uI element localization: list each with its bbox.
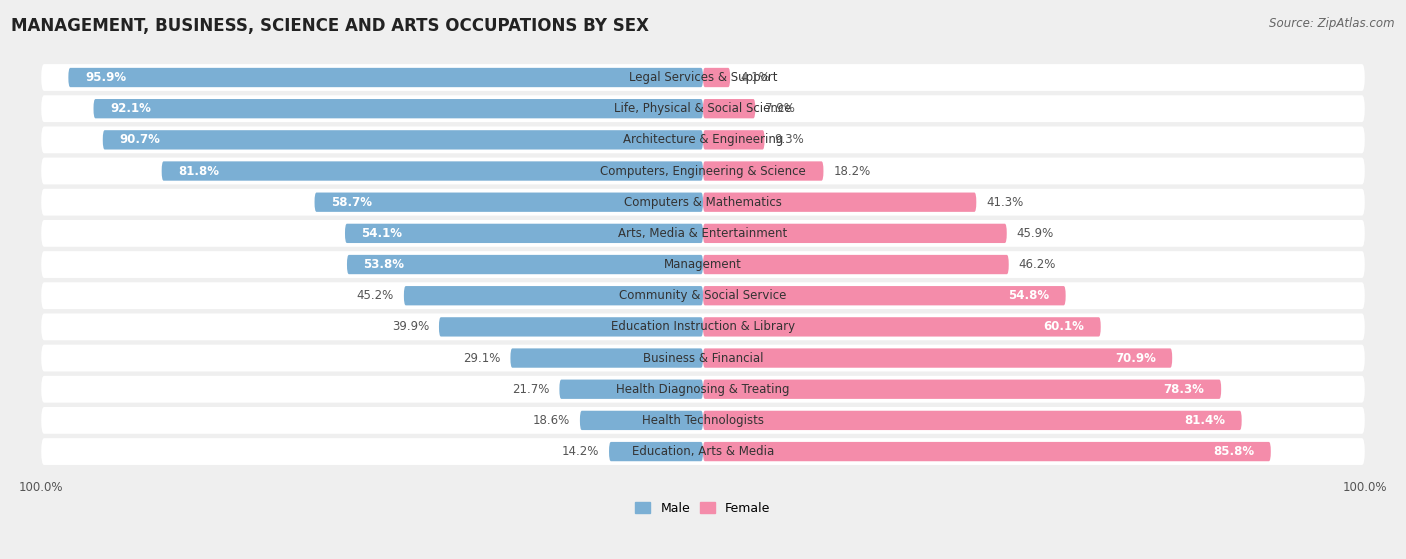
FancyBboxPatch shape bbox=[103, 130, 703, 149]
FancyBboxPatch shape bbox=[703, 442, 1271, 461]
Text: 9.3%: 9.3% bbox=[775, 134, 804, 146]
Text: Computers & Mathematics: Computers & Mathematics bbox=[624, 196, 782, 209]
FancyBboxPatch shape bbox=[347, 255, 703, 274]
Text: 85.8%: 85.8% bbox=[1213, 445, 1254, 458]
FancyBboxPatch shape bbox=[41, 220, 1365, 247]
Text: 18.6%: 18.6% bbox=[533, 414, 569, 427]
FancyBboxPatch shape bbox=[69, 68, 703, 87]
Text: 4.1%: 4.1% bbox=[740, 71, 770, 84]
FancyBboxPatch shape bbox=[703, 317, 1101, 337]
FancyBboxPatch shape bbox=[703, 68, 730, 87]
FancyBboxPatch shape bbox=[703, 130, 765, 149]
Text: 81.8%: 81.8% bbox=[179, 164, 219, 178]
Text: 29.1%: 29.1% bbox=[463, 352, 501, 364]
FancyBboxPatch shape bbox=[94, 99, 703, 119]
FancyBboxPatch shape bbox=[41, 314, 1365, 340]
FancyBboxPatch shape bbox=[703, 380, 1222, 399]
FancyBboxPatch shape bbox=[41, 126, 1365, 153]
Text: Computers, Engineering & Science: Computers, Engineering & Science bbox=[600, 164, 806, 178]
Text: 58.7%: 58.7% bbox=[330, 196, 373, 209]
FancyBboxPatch shape bbox=[703, 224, 1007, 243]
FancyBboxPatch shape bbox=[560, 380, 703, 399]
FancyBboxPatch shape bbox=[41, 282, 1365, 309]
Text: 54.8%: 54.8% bbox=[1008, 289, 1049, 302]
FancyBboxPatch shape bbox=[439, 317, 703, 337]
Text: Source: ZipAtlas.com: Source: ZipAtlas.com bbox=[1270, 17, 1395, 30]
Text: 53.8%: 53.8% bbox=[364, 258, 405, 271]
Text: Management: Management bbox=[664, 258, 742, 271]
Text: Arts, Media & Entertainment: Arts, Media & Entertainment bbox=[619, 227, 787, 240]
FancyBboxPatch shape bbox=[404, 286, 703, 305]
FancyBboxPatch shape bbox=[579, 411, 703, 430]
Text: Legal Services & Support: Legal Services & Support bbox=[628, 71, 778, 84]
Text: 81.4%: 81.4% bbox=[1184, 414, 1225, 427]
Text: 92.1%: 92.1% bbox=[110, 102, 150, 115]
Text: 54.1%: 54.1% bbox=[361, 227, 402, 240]
FancyBboxPatch shape bbox=[703, 255, 1008, 274]
Text: 21.7%: 21.7% bbox=[512, 383, 550, 396]
FancyBboxPatch shape bbox=[41, 64, 1365, 91]
FancyBboxPatch shape bbox=[41, 251, 1365, 278]
FancyBboxPatch shape bbox=[41, 158, 1365, 184]
FancyBboxPatch shape bbox=[510, 348, 703, 368]
FancyBboxPatch shape bbox=[315, 192, 703, 212]
Text: MANAGEMENT, BUSINESS, SCIENCE AND ARTS OCCUPATIONS BY SEX: MANAGEMENT, BUSINESS, SCIENCE AND ARTS O… bbox=[11, 17, 650, 35]
FancyBboxPatch shape bbox=[703, 348, 1173, 368]
FancyBboxPatch shape bbox=[41, 438, 1365, 465]
Text: Education Instruction & Library: Education Instruction & Library bbox=[612, 320, 794, 333]
FancyBboxPatch shape bbox=[41, 95, 1365, 122]
FancyBboxPatch shape bbox=[41, 407, 1365, 434]
Text: 39.9%: 39.9% bbox=[392, 320, 429, 333]
FancyBboxPatch shape bbox=[703, 411, 1241, 430]
Text: Business & Financial: Business & Financial bbox=[643, 352, 763, 364]
FancyBboxPatch shape bbox=[703, 192, 976, 212]
Text: 60.1%: 60.1% bbox=[1043, 320, 1084, 333]
FancyBboxPatch shape bbox=[41, 376, 1365, 402]
FancyBboxPatch shape bbox=[609, 442, 703, 461]
Text: Health Technologists: Health Technologists bbox=[643, 414, 763, 427]
Text: 78.3%: 78.3% bbox=[1164, 383, 1205, 396]
Text: 95.9%: 95.9% bbox=[84, 71, 127, 84]
Text: 41.3%: 41.3% bbox=[986, 196, 1024, 209]
FancyBboxPatch shape bbox=[344, 224, 703, 243]
Legend: Male, Female: Male, Female bbox=[636, 502, 770, 515]
FancyBboxPatch shape bbox=[703, 99, 755, 119]
Text: 70.9%: 70.9% bbox=[1115, 352, 1156, 364]
Text: 46.2%: 46.2% bbox=[1019, 258, 1056, 271]
Text: 7.9%: 7.9% bbox=[765, 102, 794, 115]
Text: 90.7%: 90.7% bbox=[120, 134, 160, 146]
Text: Architecture & Engineering: Architecture & Engineering bbox=[623, 134, 783, 146]
Text: 18.2%: 18.2% bbox=[834, 164, 870, 178]
Text: 45.2%: 45.2% bbox=[357, 289, 394, 302]
FancyBboxPatch shape bbox=[703, 162, 824, 181]
Text: Health Diagnosing & Treating: Health Diagnosing & Treating bbox=[616, 383, 790, 396]
Text: Education, Arts & Media: Education, Arts & Media bbox=[631, 445, 775, 458]
Text: Life, Physical & Social Science: Life, Physical & Social Science bbox=[614, 102, 792, 115]
Text: Community & Social Service: Community & Social Service bbox=[619, 289, 787, 302]
Text: 45.9%: 45.9% bbox=[1017, 227, 1054, 240]
FancyBboxPatch shape bbox=[41, 189, 1365, 216]
FancyBboxPatch shape bbox=[41, 345, 1365, 372]
FancyBboxPatch shape bbox=[162, 162, 703, 181]
Text: 14.2%: 14.2% bbox=[562, 445, 599, 458]
FancyBboxPatch shape bbox=[703, 286, 1066, 305]
